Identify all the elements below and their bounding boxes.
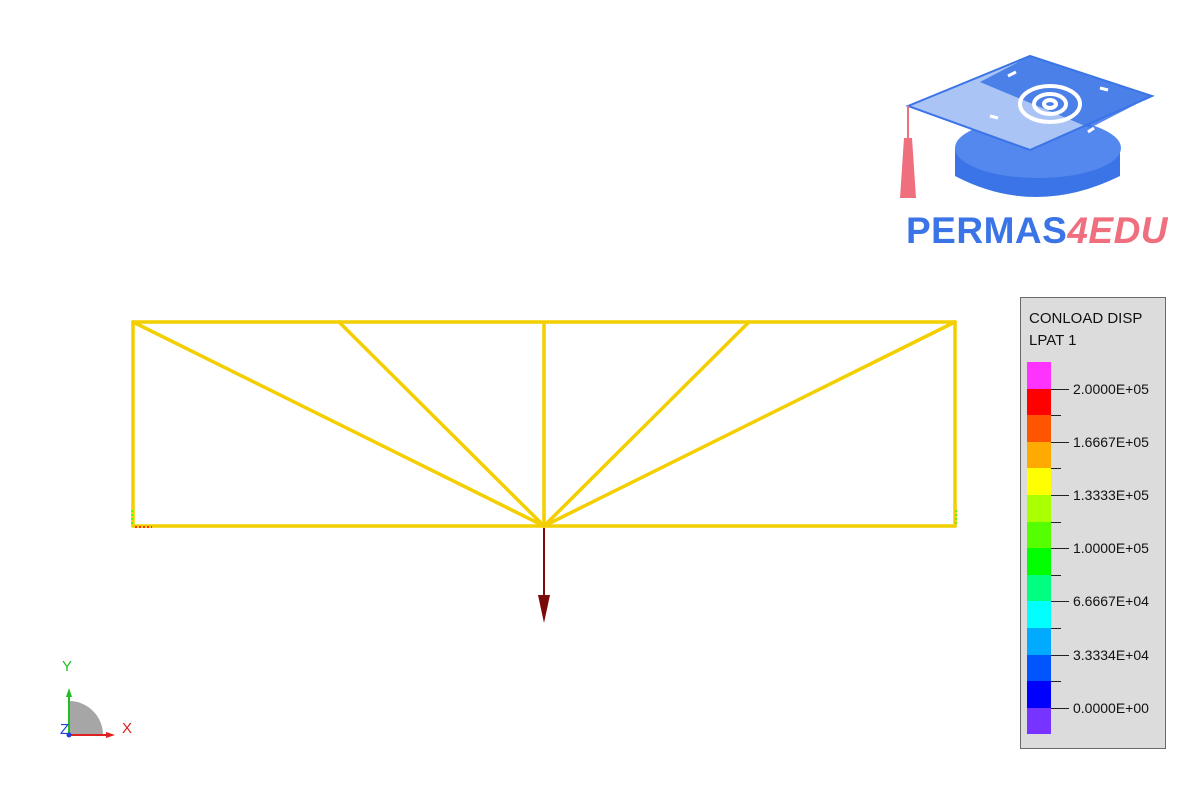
diagonal-2: [337, 320, 546, 528]
legend-tick-label: 6.6667E+04: [1073, 593, 1149, 610]
legend-tick-label: 3.3334E+04: [1073, 646, 1149, 663]
legend-tick-label: 1.3333E+05: [1073, 487, 1149, 503]
triad-quarter-disc: [69, 701, 103, 735]
legend-tick-label: 1.0000E+05: [1073, 540, 1149, 557]
legend-tick-label: 0.0000E+00: [1073, 699, 1149, 716]
legend-minor-tick: [1051, 415, 1061, 417]
legend-minor-tick: [1051, 521, 1061, 523]
x-axis-label: X: [122, 720, 133, 737]
legend-color-bar: [1027, 362, 1051, 735]
legend-major-tick: [1051, 707, 1069, 709]
legend-major-tick: [1051, 388, 1069, 390]
legend-major-tick: [1051, 601, 1069, 603]
legend-tick-label: 2.0000E+05: [1073, 380, 1149, 397]
y-axis-label: Y: [62, 658, 73, 675]
legend-major-tick: [1051, 654, 1069, 656]
truss-model: [131, 320, 957, 528]
legend-minor-tick: [1051, 468, 1061, 470]
legend-swatch: [1027, 548, 1051, 575]
diagonal-4: [542, 320, 957, 528]
z-axis-label: Z: [60, 721, 70, 738]
legend-swatch: [1027, 654, 1051, 682]
legend-major-tick: [1051, 441, 1069, 443]
legend-swatch: [1027, 707, 1051, 735]
legend-title: CONLOAD DISP LPAT 1: [1029, 310, 1143, 349]
brand-accent: 4EDU: [1067, 210, 1169, 251]
legend-swatch: [1027, 627, 1051, 655]
legend-major-tick: [1051, 548, 1069, 550]
legend-swatch: [1027, 388, 1051, 416]
legend-swatch: [1027, 415, 1051, 442]
legend-swatch: [1027, 494, 1051, 522]
brand-main: PERMAS: [906, 210, 1068, 251]
legend-minor-tick: [1051, 681, 1061, 683]
legend-tick-label: 1.6667E+05: [1073, 433, 1149, 450]
diagonal-3: [542, 320, 751, 528]
legend-swatch: [1027, 362, 1051, 389]
diagonal-1: [131, 320, 546, 528]
legend-swatch: [1027, 441, 1051, 469]
legend-swatch: [1027, 521, 1051, 549]
legend-swatch: [1027, 601, 1051, 628]
axis-triad: [66, 688, 115, 738]
color-legend: CONLOAD DISP LPAT 1 2.0000E+05 1.6667E+05…: [1020, 297, 1166, 749]
legend-major-tick: [1051, 495, 1069, 496]
legend-minor-tick: [1051, 628, 1061, 629]
legend-swatch: [1027, 574, 1051, 602]
graduation-cap-logo-icon: [900, 54, 1155, 198]
left-support-marker: [131, 510, 152, 528]
legend-swatch: [1027, 468, 1051, 495]
legend-minor-tick: [1051, 574, 1061, 576]
load-arrow: [538, 528, 550, 623]
brand-wordmark: PERMAS4EDU: [906, 209, 1168, 253]
legend-swatch: [1027, 681, 1051, 708]
